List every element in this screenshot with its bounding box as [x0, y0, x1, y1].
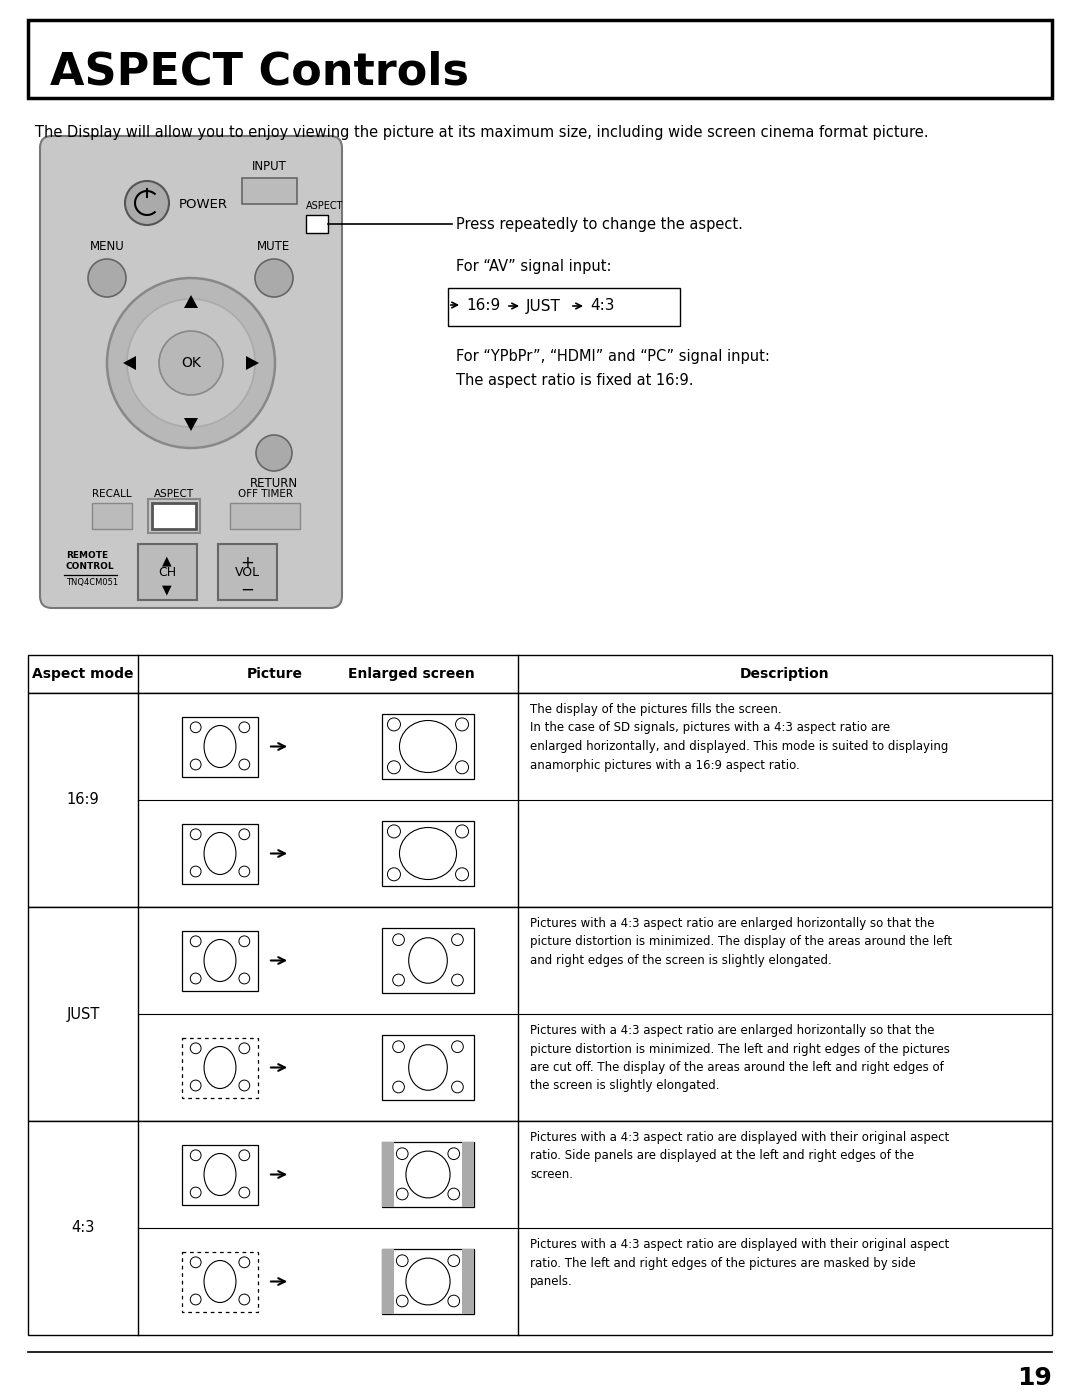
- Text: 16:9: 16:9: [465, 299, 500, 313]
- Text: For “AV” signal input:: For “AV” signal input:: [456, 258, 611, 274]
- Bar: [28, 1120, 1052, 1336]
- Bar: [183, 1038, 258, 1098]
- Text: POWER: POWER: [179, 198, 228, 211]
- Circle shape: [125, 182, 168, 225]
- Text: RETURN: RETURN: [249, 476, 298, 490]
- Text: Description: Description: [740, 666, 829, 680]
- Text: JUST: JUST: [526, 299, 561, 313]
- FancyBboxPatch shape: [28, 20, 1052, 98]
- Polygon shape: [184, 418, 198, 432]
- Bar: [92, 503, 132, 529]
- Bar: [382, 928, 474, 993]
- Text: Pictures with a 4:3 aspect ratio are displayed with their original aspect
ratio.: Pictures with a 4:3 aspect ratio are dis…: [530, 1132, 949, 1180]
- Bar: [382, 714, 474, 780]
- Text: 19: 19: [1017, 1366, 1052, 1390]
- Bar: [462, 1249, 474, 1315]
- Bar: [183, 717, 258, 777]
- Text: CH: CH: [158, 566, 176, 578]
- Polygon shape: [184, 295, 198, 307]
- Text: −: −: [240, 581, 254, 599]
- Text: The aspect ratio is fixed at 16:9.: The aspect ratio is fixed at 16:9.: [456, 373, 693, 388]
- Text: 16:9: 16:9: [67, 792, 99, 807]
- Bar: [183, 1144, 258, 1204]
- Bar: [382, 1141, 394, 1207]
- Circle shape: [159, 331, 222, 395]
- Circle shape: [256, 434, 292, 471]
- Text: MENU: MENU: [90, 240, 124, 253]
- Bar: [28, 907, 1052, 1120]
- Circle shape: [255, 258, 293, 298]
- FancyBboxPatch shape: [138, 543, 197, 599]
- Bar: [382, 821, 474, 886]
- Text: The display of the pictures fills the screen.
In the case of SD signals, picture: The display of the pictures fills the sc…: [530, 703, 948, 771]
- Text: ▲: ▲: [162, 555, 172, 567]
- Bar: [148, 499, 200, 534]
- Text: INPUT: INPUT: [252, 161, 286, 173]
- Bar: [183, 930, 258, 990]
- Text: JUST: JUST: [66, 1006, 99, 1021]
- Text: ASPECT: ASPECT: [306, 201, 343, 211]
- Text: OK: OK: [181, 356, 201, 370]
- Text: Pictures with a 4:3 aspect ratio are displayed with their original aspect
ratio.: Pictures with a 4:3 aspect ratio are dis…: [530, 1238, 949, 1288]
- Bar: [382, 1249, 474, 1315]
- Bar: [183, 823, 258, 883]
- Bar: [183, 1252, 258, 1312]
- Text: For “YPbPr”, “HDMI” and “PC” signal input:: For “YPbPr”, “HDMI” and “PC” signal inpu…: [456, 349, 770, 365]
- Text: MUTE: MUTE: [257, 240, 291, 253]
- Polygon shape: [246, 356, 259, 370]
- Text: VOL: VOL: [234, 566, 259, 578]
- Bar: [306, 215, 328, 233]
- Polygon shape: [123, 356, 136, 370]
- Bar: [382, 1035, 474, 1099]
- Text: RECALL: RECALL: [92, 489, 132, 499]
- Bar: [242, 177, 297, 204]
- Bar: [382, 1249, 394, 1315]
- Text: Pictures with a 4:3 aspect ratio are enlarged horizontally so that the
picture d: Pictures with a 4:3 aspect ratio are enl…: [530, 1024, 950, 1092]
- Ellipse shape: [127, 299, 255, 427]
- Bar: [230, 503, 300, 529]
- FancyBboxPatch shape: [218, 543, 276, 599]
- Text: OFF TIMER: OFF TIMER: [238, 489, 293, 499]
- Text: ASPECT Controls: ASPECT Controls: [50, 50, 469, 94]
- Text: 4:3: 4:3: [590, 299, 615, 313]
- Text: Aspect mode: Aspect mode: [32, 666, 134, 680]
- Ellipse shape: [107, 278, 275, 448]
- Text: 4:3: 4:3: [71, 1221, 95, 1235]
- Circle shape: [87, 258, 126, 298]
- Bar: [382, 1141, 474, 1207]
- Text: REMOTE
CONTROL: REMOTE CONTROL: [66, 550, 114, 571]
- Bar: [462, 1141, 474, 1207]
- Bar: [448, 288, 680, 326]
- Text: The Display will allow you to enjoy viewing the picture at its maximum size, inc: The Display will allow you to enjoy view…: [35, 124, 929, 140]
- Bar: [152, 503, 195, 529]
- Bar: [28, 655, 1052, 693]
- Text: Pictures with a 4:3 aspect ratio are enlarged horizontally so that the
picture d: Pictures with a 4:3 aspect ratio are enl…: [530, 916, 953, 967]
- Text: ASPECT: ASPECT: [154, 489, 194, 499]
- FancyBboxPatch shape: [40, 136, 342, 608]
- Text: +: +: [240, 555, 254, 571]
- Text: TNQ4CM051: TNQ4CM051: [66, 578, 118, 587]
- Text: ▼: ▼: [162, 584, 172, 597]
- Bar: [28, 693, 1052, 907]
- Text: Enlarged screen: Enlarged screen: [348, 666, 475, 680]
- Text: Press repeatedly to change the aspect.: Press repeatedly to change the aspect.: [456, 218, 743, 232]
- Text: Picture: Picture: [247, 666, 302, 680]
